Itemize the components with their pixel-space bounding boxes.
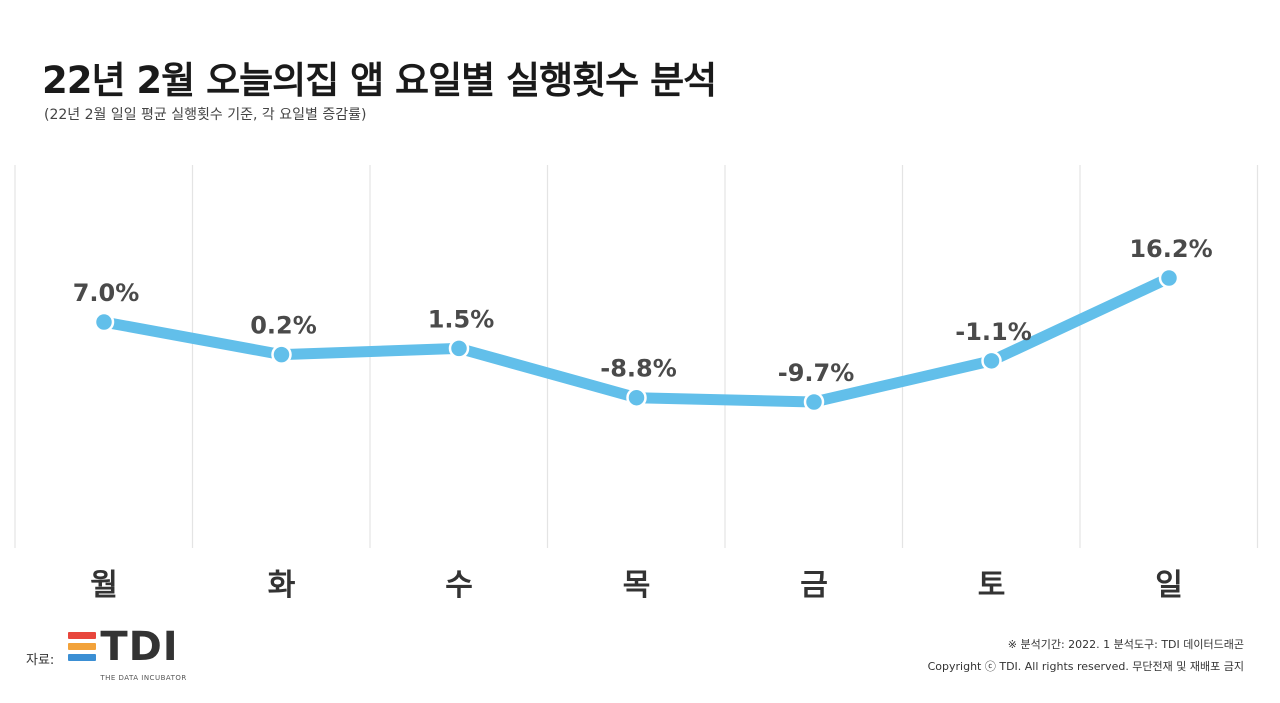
tdi-logo: TDI THE DATA INCUBATOR (68, 624, 208, 686)
data-label-6: 16.2% (1129, 235, 1212, 263)
series-line-group (93, 267, 1180, 413)
footer-info: ※ 분석기간: 2022. 1 분석도구: TDI 데이터드래곤 Copyrig… (928, 634, 1244, 678)
source-label: 자료: (26, 652, 55, 668)
analysis-info: ※ 분석기간: 2022. 1 분석도구: TDI 데이터드래곤 (1007, 638, 1244, 651)
data-point-2 (448, 338, 470, 359)
data-label-3: -8.8% (600, 355, 677, 383)
chart-subtitle: (22년 2월 일일 평균 실행횟수 기준, 각 요일별 증감률) (44, 107, 367, 123)
logo-bars-icon (68, 632, 97, 665)
copyright-text: Copyright ⓒ TDI. All rights reserved. 무단… (927, 660, 1244, 673)
chart-title: 22년 2월 오늘의집 앱 요일별 실행횟수 분석 (42, 59, 717, 102)
logo-tagline: THE DATA INCUBATOR (100, 674, 187, 682)
data-point-5 (981, 350, 1002, 372)
category-label-6: 일 (1155, 568, 1183, 603)
line-chart: 7.0% 0.2% 1.5% -8.8% -9.7% -1.1% 16.2% 월 화 수 목 금 토 일 (14, 165, 1259, 603)
data-label-4: -9.7% (778, 359, 855, 387)
data-point-6 (1158, 267, 1180, 289)
category-label-0: 월 (90, 568, 118, 603)
data-label-2: 1.5% (428, 305, 495, 333)
data-point-4 (803, 391, 825, 413)
data-label-5: -1.1% (955, 318, 1032, 346)
category-label-5: 토 (978, 568, 1006, 603)
category-label-1: 화 (268, 568, 296, 603)
gridlines (14, 165, 1259, 548)
category-label-2: 수 (445, 568, 473, 603)
source-block: 자료: TDI THE DATA INCUBATOR (26, 624, 208, 686)
data-point-1 (271, 344, 292, 365)
logo-bar-red (68, 632, 97, 639)
data-point-3 (626, 387, 647, 408)
logo-bar-orange (68, 643, 97, 650)
category-label-4: 금 (800, 568, 828, 603)
category-label-3: 목 (623, 568, 651, 603)
data-point-0 (93, 311, 115, 333)
data-label-1: 0.2% (250, 312, 317, 340)
logo-bar-blue (68, 654, 97, 661)
data-labels: 7.0% 0.2% 1.5% -8.8% -9.7% -1.1% 16.2% (73, 235, 1213, 387)
logo-text: TDI (100, 624, 179, 670)
data-label-0: 7.0% (73, 279, 140, 307)
